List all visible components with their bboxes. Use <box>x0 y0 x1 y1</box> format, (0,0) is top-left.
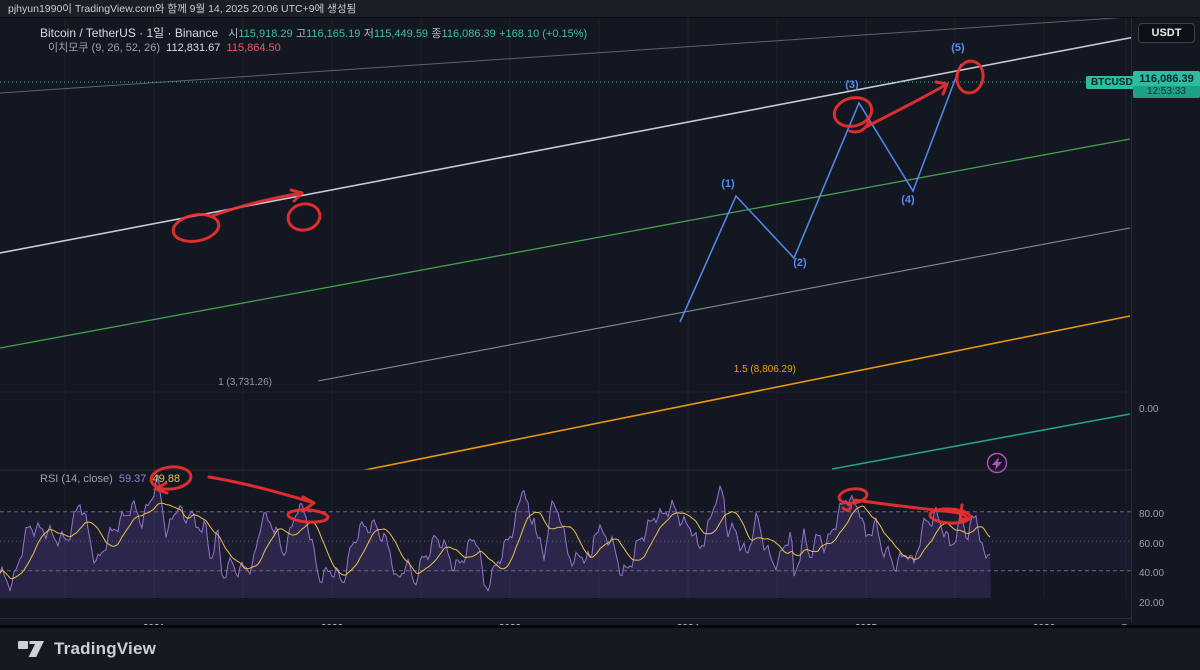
red-arrow-annotation <box>210 191 304 218</box>
high-label: 고 <box>295 28 307 40</box>
red-annotation-tail <box>841 501 853 512</box>
red-annotation-tail <box>848 119 871 134</box>
rsi-legend-row[interactable]: RSI (14, close) 59.37 49.88 <box>40 473 180 485</box>
red-annotation-tail <box>152 481 169 495</box>
rsi-tick-label: 20.00 <box>1139 597 1165 609</box>
ichimoku-legend-row[interactable]: 이치모쿠 (9, 26, 52, 26) 112,831.67 115,864.… <box>48 39 281 55</box>
rsi-value-1: 59.37 <box>118 473 147 485</box>
wave-label-2: (2) <box>793 257 807 269</box>
rsi-pane <box>0 474 1131 598</box>
main-chart-svg: 1 (3,731.26) 1.5 (8,806.29) (1) (2) (3) (4) (5… <box>0 18 1131 598</box>
trendline-channel-upper-dim <box>0 18 1123 94</box>
attribution-text: pjhyun1990이 TradingView.com와 함께 9월 14, 2… <box>8 3 357 15</box>
red-annotations[interactable] <box>149 59 986 525</box>
red-arrow-annotation <box>207 475 316 505</box>
fib-label: 1 (3,731.26) <box>218 377 272 388</box>
current-price-value: 116,086.39 <box>1133 71 1200 86</box>
open-value: 115,918.29 <box>238 28 293 40</box>
close-value: 116,086.39 <box>441 28 496 40</box>
red-ellipse-annotation <box>149 465 193 491</box>
wave-label-4: (4) <box>901 194 915 206</box>
price-axis[interactable]: USDT 116,086.39 12:53:33 130,000.00120,0… <box>1131 18 1200 622</box>
low-label: 저 <box>363 28 374 40</box>
tradingview-logo[interactable]: TradingView <box>18 639 156 659</box>
rsi-label: RSI (14, close) <box>40 473 113 485</box>
current-price-label: 116,086.39 12:53:33 <box>1133 71 1200 98</box>
change-value: +168.10 (+0.15%) <box>499 28 588 40</box>
red-arrow-annotation <box>853 498 968 522</box>
lightning-marker-icon[interactable] <box>986 452 1008 474</box>
tradingview-logo-text: TradingView <box>54 639 157 658</box>
fib-label: 1.5 (8,806.29) <box>734 364 796 375</box>
trendline-fib-1-gray <box>317 227 1131 382</box>
red-ellipse-annotation <box>171 213 221 243</box>
ichimoku-value-2: 115,864.50 <box>226 42 281 54</box>
low-value: 115,449.59 <box>373 28 429 40</box>
chart-canvas[interactable]: 1 (3,731.26) 1.5 (8,806.29) (1) (2) (3) (4) (5… <box>0 18 1131 649</box>
currency-unit-button[interactable]: USDT <box>1138 23 1195 43</box>
ichimoku-label: 이치모쿠 (9, 26, 52, 26) <box>48 42 161 54</box>
rsi-tick-label: 40.00 <box>1139 568 1165 579</box>
symbol-title: Bitcoin / TetherUS · 1일 · Binance <box>40 26 219 40</box>
close-label: 종 <box>431 28 442 40</box>
red-ellipse-annotation <box>955 59 985 95</box>
trendline-channel-upper-bright <box>0 36 1131 254</box>
rsi-value-2: 49.88 <box>152 473 181 485</box>
footer-bar: TradingView <box>0 625 1200 670</box>
open-label: 시 <box>228 28 239 40</box>
elliott-wave-overlay[interactable]: (1) (2) (3) (4) (5) <box>679 42 965 323</box>
red-arrow-annotation <box>864 82 949 129</box>
high-value: 116,165.19 <box>306 28 361 40</box>
red-ellipse-annotation <box>928 507 972 525</box>
rsi-tick-label: 80.00 <box>1139 509 1165 520</box>
price-tick-label: 0.00 <box>1139 404 1159 415</box>
wave-label-3: (3) <box>845 79 859 91</box>
bar-countdown: 12:53:33 <box>1133 86 1200 98</box>
symbol-legend-row[interactable]: Bitcoin / TetherUS · 1일 · Binance 시115,9… <box>40 24 587 41</box>
red-ellipse-annotation <box>837 487 869 505</box>
wave-label-5: (5) <box>951 42 965 54</box>
tradingview-logo-icon <box>18 641 44 657</box>
trendline-trend-teal <box>831 413 1131 470</box>
red-ellipse-annotation <box>286 508 330 524</box>
rsi-tick-label: 60.00 <box>1139 538 1165 550</box>
ichimoku-value-1: 112,831.67 <box>166 42 221 54</box>
red-ellipse-annotation <box>832 96 874 128</box>
red-ellipse-annotation <box>286 202 322 232</box>
trendline-trend-green <box>0 138 1131 349</box>
attribution-strip: pjhyun1990이 TradingView.com와 함께 9월 14, 2… <box>0 0 1200 18</box>
wave-label-1: (1) <box>721 178 735 190</box>
trend-lines: 1 (3,731.26) 1.5 (8,806.29) <box>0 18 1131 470</box>
trendline-fib-1.5-orange <box>360 315 1131 470</box>
symbol-price-line-badge: BTCUSDT <box>1086 76 1144 89</box>
